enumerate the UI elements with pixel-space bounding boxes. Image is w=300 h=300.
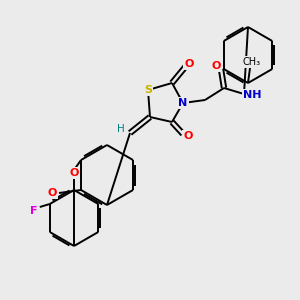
Text: O: O	[47, 188, 57, 198]
Text: F: F	[30, 206, 38, 216]
Text: O: O	[183, 131, 193, 141]
Text: O: O	[69, 168, 79, 178]
Text: CH₃: CH₃	[243, 57, 261, 67]
Text: H: H	[117, 124, 125, 134]
Text: O: O	[184, 59, 194, 69]
Text: S: S	[144, 85, 152, 95]
Text: NH: NH	[243, 90, 261, 100]
Text: N: N	[178, 98, 188, 108]
Text: O: O	[211, 61, 221, 71]
